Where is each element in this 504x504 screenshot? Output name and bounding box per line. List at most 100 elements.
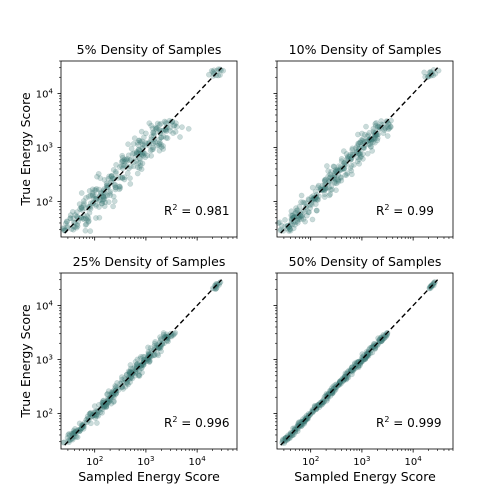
data-point — [61, 225, 67, 232]
data-point — [345, 374, 352, 381]
data-point — [286, 228, 292, 234]
data-point — [64, 435, 71, 441]
data-point — [70, 215, 77, 222]
data-point — [80, 421, 86, 428]
data-point — [160, 133, 167, 140]
data-point — [386, 121, 392, 127]
data-point — [152, 139, 158, 146]
data-point — [341, 377, 347, 383]
data-point — [100, 193, 107, 199]
data-point — [305, 209, 312, 215]
data-point — [85, 204, 92, 210]
data-point — [355, 140, 362, 147]
data-point — [85, 219, 92, 225]
data-point — [287, 226, 293, 232]
data-point — [366, 129, 373, 136]
data-point — [89, 186, 96, 193]
data-point — [84, 213, 91, 219]
data-point — [158, 348, 164, 355]
data-point — [120, 165, 126, 172]
data-point — [91, 412, 98, 418]
data-point — [76, 201, 83, 207]
data-point — [123, 156, 129, 163]
data-point — [112, 184, 119, 190]
data-point — [314, 196, 321, 203]
data-point — [347, 367, 354, 374]
data-point — [304, 415, 311, 422]
data-point — [84, 216, 90, 223]
data-point — [104, 391, 110, 398]
data-point — [127, 362, 134, 368]
data-point — [333, 187, 339, 193]
data-point — [121, 375, 128, 382]
data-point — [72, 426, 78, 432]
data-point — [170, 332, 177, 338]
data-point — [93, 202, 99, 209]
data-point — [117, 183, 123, 190]
data-point — [299, 213, 305, 220]
data-point — [112, 383, 118, 389]
data-point — [185, 126, 192, 132]
data-point — [104, 398, 111, 404]
data-point — [75, 427, 81, 433]
data-point — [131, 364, 138, 370]
data-point — [100, 196, 107, 203]
data-point — [298, 216, 304, 222]
data-point — [210, 69, 216, 75]
data-point — [343, 151, 350, 157]
data-point — [372, 121, 379, 127]
data-point — [302, 208, 308, 215]
data-point — [78, 204, 84, 210]
data-point — [156, 147, 163, 154]
data-point — [147, 345, 154, 351]
data-point — [368, 136, 375, 142]
data-point — [113, 170, 119, 176]
data-point — [85, 215, 92, 221]
x-tick-label: 103 — [353, 455, 370, 468]
data-point — [355, 359, 362, 365]
data-point — [81, 200, 87, 207]
data-point — [119, 152, 125, 159]
data-point — [135, 142, 141, 148]
data-point — [292, 221, 298, 228]
data-point — [371, 136, 378, 142]
data-point — [378, 118, 385, 124]
data-point — [302, 218, 308, 225]
data-point — [138, 166, 145, 172]
data-point — [147, 147, 154, 154]
reference-line — [64, 279, 223, 446]
data-point — [96, 214, 103, 221]
data-point — [94, 420, 100, 426]
data-point — [340, 377, 347, 384]
data-point — [139, 160, 146, 167]
data-point — [87, 409, 94, 416]
data-point — [321, 177, 328, 183]
data-point — [157, 337, 164, 343]
data-point — [374, 123, 381, 129]
x-tick-label: 104 — [405, 455, 423, 468]
y-tick-label: 102 — [36, 407, 53, 420]
data-point — [212, 282, 218, 289]
data-point — [330, 163, 337, 170]
data-point — [179, 124, 185, 130]
data-point — [162, 119, 169, 126]
data-point — [74, 434, 81, 440]
data-point — [86, 218, 92, 224]
data-point — [313, 194, 320, 200]
data-point — [142, 139, 148, 146]
data-point — [337, 378, 343, 385]
data-point — [428, 72, 434, 79]
data-point — [351, 360, 358, 367]
data-point — [427, 283, 434, 290]
data-point — [113, 184, 119, 191]
data-point — [307, 205, 313, 211]
data-point — [331, 163, 337, 170]
data-point — [124, 380, 130, 387]
data-point — [335, 178, 342, 185]
data-point — [122, 158, 128, 165]
y-tick-label: 104 — [36, 88, 54, 101]
data-point — [160, 331, 167, 338]
y-tick-label: 103 — [36, 354, 53, 367]
data-point — [104, 391, 111, 397]
data-point — [136, 137, 143, 144]
